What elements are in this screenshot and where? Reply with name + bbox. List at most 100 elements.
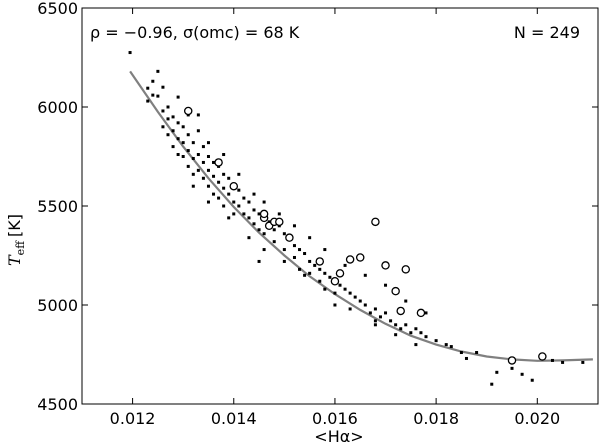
y-axis-label-main: T bbox=[5, 254, 24, 266]
axes: 0.012 0.014 0.016 0.018 0.020 4500 5000 5500 600… bbox=[37, 0, 599, 428]
data-point-square-143 bbox=[414, 343, 418, 347]
data-point-circle-10 bbox=[330, 276, 340, 286]
data-point-circle-9 bbox=[315, 257, 325, 266]
data-point-square-41 bbox=[217, 196, 221, 200]
data-point-square-25 bbox=[191, 156, 195, 160]
data-point-square-128 bbox=[363, 273, 367, 277]
data-point-square-123 bbox=[277, 212, 281, 216]
data-point-square-113 bbox=[581, 360, 585, 364]
y-axis-label: Teff [K] bbox=[5, 214, 27, 266]
data-point-square-87 bbox=[363, 303, 367, 307]
y-tick-label: 6000 bbox=[37, 98, 78, 117]
data-point-square-0 bbox=[128, 51, 132, 55]
data-point-circle-8 bbox=[285, 233, 294, 242]
data-point-square-2 bbox=[151, 93, 155, 97]
data-point-square-101 bbox=[444, 343, 448, 347]
data-point-square-105 bbox=[475, 351, 479, 355]
data-point-square-129 bbox=[384, 283, 388, 287]
data-point-square-139 bbox=[323, 287, 327, 291]
data-point-square-83 bbox=[343, 287, 347, 291]
data-point-square-55 bbox=[247, 216, 251, 220]
data-point-square-117 bbox=[196, 113, 200, 117]
data-point-square-131 bbox=[424, 311, 428, 315]
data-point-circle-16 bbox=[391, 286, 400, 296]
data-point-square-1 bbox=[146, 86, 150, 90]
data-point-square-96 bbox=[409, 331, 413, 335]
y-tick-label: 5500 bbox=[37, 197, 78, 216]
data-point-square-59 bbox=[257, 228, 261, 232]
data-point-square-121 bbox=[252, 192, 256, 196]
data-point-square-43 bbox=[222, 186, 226, 190]
data-point-circle-12 bbox=[345, 255, 355, 264]
data-point-square-135 bbox=[247, 236, 251, 240]
data-point-circle-0 bbox=[183, 106, 193, 116]
data-point-square-81 bbox=[333, 291, 337, 295]
data-point-square-12 bbox=[171, 115, 175, 119]
data-point-square-107 bbox=[495, 370, 499, 374]
data-point-square-71 bbox=[298, 248, 302, 252]
data-point-square-120 bbox=[237, 172, 241, 176]
data-point-square-102 bbox=[449, 345, 453, 349]
data-point-square-32 bbox=[201, 176, 205, 180]
data-point-square-58 bbox=[257, 212, 261, 216]
data-point-circle-21 bbox=[538, 352, 547, 361]
data-point-square-93 bbox=[394, 323, 398, 327]
data-point-square-8 bbox=[161, 125, 165, 129]
data-point-square-38 bbox=[212, 192, 216, 196]
data-point-square-40 bbox=[217, 180, 221, 184]
stats-annotation: ρ = −0.96, σ(omc) = 68 K bbox=[90, 23, 300, 42]
data-point-square-19 bbox=[181, 141, 185, 145]
data-point-square-100 bbox=[434, 339, 438, 343]
data-point-circle-19 bbox=[416, 308, 426, 318]
data-point-square-137 bbox=[282, 259, 286, 263]
data-point-square-74 bbox=[308, 271, 312, 275]
data-point-square-82 bbox=[338, 283, 342, 287]
data-point-circle-1 bbox=[214, 158, 223, 167]
data-point-square-21 bbox=[186, 133, 190, 137]
data-point-square-124 bbox=[292, 224, 296, 228]
data-point-square-127 bbox=[343, 263, 347, 267]
data-point-square-57 bbox=[252, 222, 256, 226]
data-point-square-28 bbox=[196, 153, 200, 157]
data-point-square-72 bbox=[303, 252, 307, 256]
data-point-square-26 bbox=[191, 172, 195, 176]
data-point-square-111 bbox=[550, 358, 554, 362]
data-point-square-50 bbox=[237, 188, 241, 192]
data-point-square-98 bbox=[419, 331, 423, 335]
data-point-circle-17 bbox=[396, 306, 405, 316]
x-tick-label: 0.016 bbox=[312, 409, 358, 428]
data-point-square-18 bbox=[181, 125, 185, 129]
data-point-square-99 bbox=[424, 335, 428, 339]
data-point-square-104 bbox=[464, 356, 468, 360]
plot-marks bbox=[128, 51, 593, 386]
data-point-square-132 bbox=[191, 184, 195, 188]
y-tick-label: 6500 bbox=[37, 0, 78, 18]
data-point-square-89 bbox=[373, 307, 377, 311]
data-point-square-53 bbox=[242, 212, 246, 216]
data-point-square-15 bbox=[176, 121, 180, 125]
data-point-circle-18 bbox=[401, 265, 411, 274]
count-annotation: N = 249 bbox=[514, 23, 580, 42]
x-tick-label: 0.014 bbox=[211, 409, 257, 428]
data-point-square-85 bbox=[353, 295, 357, 299]
data-point-square-11 bbox=[166, 133, 170, 137]
data-point-square-63 bbox=[272, 228, 276, 232]
data-point-square-34 bbox=[206, 168, 210, 172]
data-point-square-106 bbox=[490, 382, 494, 386]
data-point-square-110 bbox=[530, 378, 534, 382]
data-point-square-119 bbox=[222, 153, 226, 157]
data-point-square-88 bbox=[368, 311, 372, 315]
data-point-square-22 bbox=[186, 149, 190, 153]
x-tick-label: 0.020 bbox=[514, 409, 560, 428]
data-point-square-78 bbox=[323, 271, 327, 275]
data-point-square-49 bbox=[232, 212, 236, 216]
data-point-square-126 bbox=[323, 248, 327, 252]
data-point-square-136 bbox=[262, 248, 266, 252]
data-point-square-44 bbox=[222, 204, 226, 208]
data-point-square-10 bbox=[166, 105, 170, 109]
data-point-square-118 bbox=[206, 141, 210, 145]
data-point-square-134 bbox=[227, 216, 231, 220]
data-point-square-23 bbox=[186, 164, 190, 168]
data-point-square-48 bbox=[232, 200, 236, 204]
